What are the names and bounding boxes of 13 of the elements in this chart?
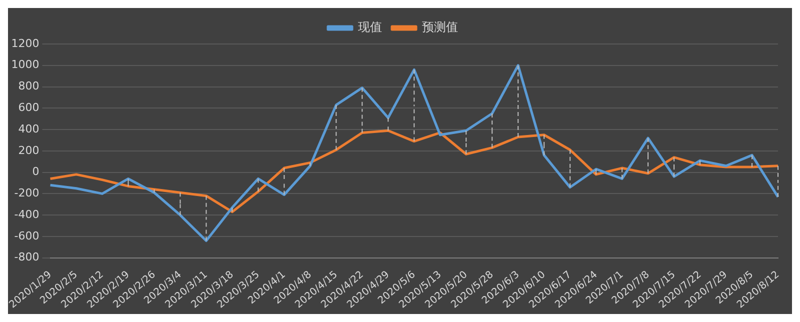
y-tick-label: 800 xyxy=(18,80,40,93)
y-tick-label: 200 xyxy=(18,144,40,157)
y-tick-label: 0 xyxy=(32,165,40,178)
y-tick-label: 1000 xyxy=(11,58,40,72)
legend-label: 预测值 xyxy=(422,20,458,34)
y-tick-label: -600 xyxy=(14,229,40,242)
y-tick-label: 400 xyxy=(18,122,40,136)
y-tick-label: -200 xyxy=(14,186,40,200)
legend-label: 现值 xyxy=(358,20,382,34)
y-tick-label: -800 xyxy=(14,250,40,264)
y-tick-label: -400 xyxy=(14,208,40,221)
y-tick-label: 1200 xyxy=(11,36,40,50)
y-tick-label: 600 xyxy=(18,101,40,114)
